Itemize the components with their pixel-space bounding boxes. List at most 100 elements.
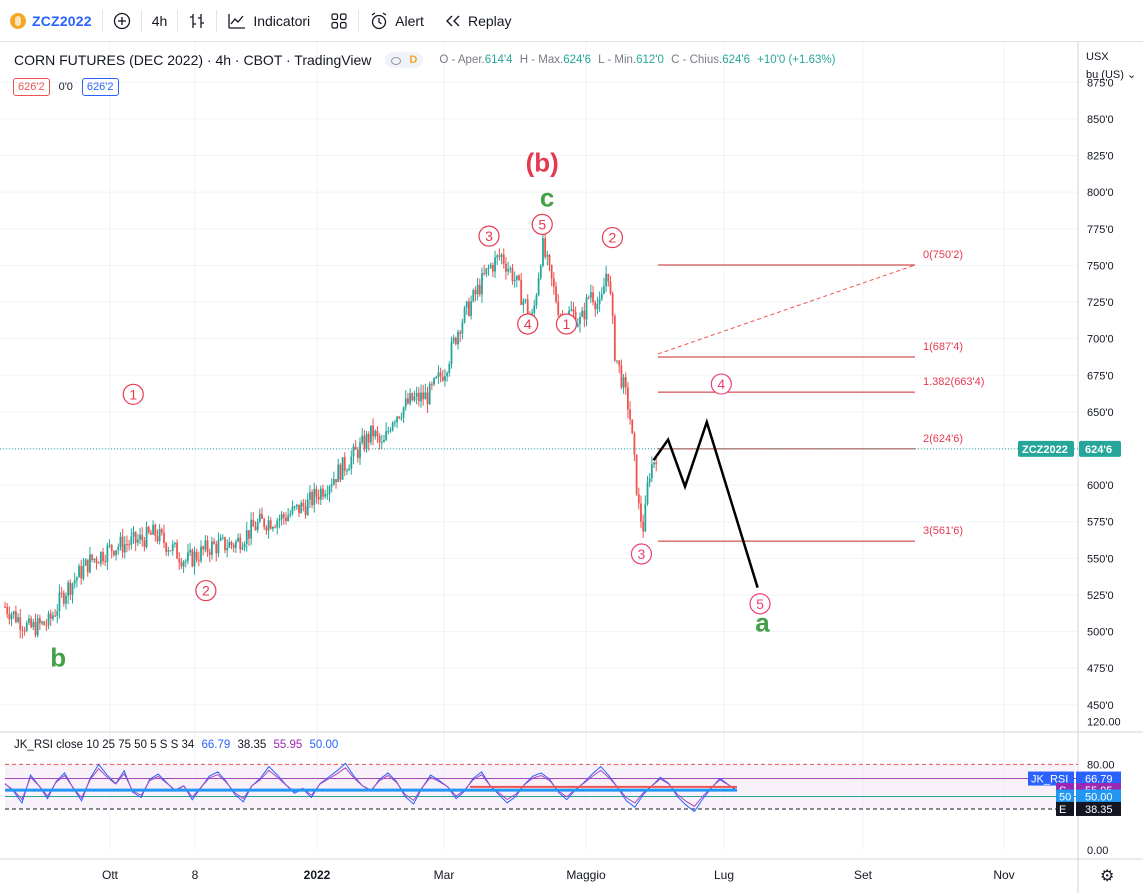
candle-body: [274, 527, 276, 529]
candle-body: [611, 293, 614, 316]
candle-body: [627, 387, 629, 410]
candle-body: [339, 464, 342, 480]
candle-body: [136, 539, 139, 543]
candle-body: [200, 546, 202, 561]
buy-price-box[interactable]: 626'2: [81, 78, 119, 96]
candle-body: [193, 551, 196, 567]
toolbar-divider: [358, 9, 360, 32]
candle-body: [147, 527, 150, 533]
rsi-tag-value: 38.35: [1085, 804, 1113, 816]
time-axis-label: 2022: [304, 868, 331, 882]
indicators-icon: [228, 13, 246, 29]
candle-body: [398, 416, 401, 418]
sell-price-box[interactable]: 626'2: [13, 78, 50, 96]
visibility-toggle[interactable]: D: [385, 52, 424, 68]
settings-gear-icon[interactable]: ⚙: [1100, 868, 1115, 885]
candle-body: [476, 284, 479, 295]
candle-body: [376, 431, 379, 436]
candle-body: [276, 520, 279, 528]
candle-body: [191, 549, 194, 567]
candle-body: [19, 617, 22, 630]
layout-button[interactable]: [320, 0, 358, 42]
price-tick-label: 800'0: [1087, 187, 1114, 199]
candle-body: [319, 488, 322, 500]
candle-body: [391, 422, 394, 431]
candle-body: [511, 268, 514, 282]
currency-unit-selector[interactable]: USX bu (US) ⌄: [1086, 48, 1136, 84]
candle-body: [407, 398, 409, 404]
interval-button[interactable]: 4h: [142, 0, 178, 42]
candle-body: [56, 610, 59, 616]
candle-body: [34, 621, 37, 636]
candle-body: [648, 478, 651, 483]
candle-body: [430, 383, 433, 385]
candle-body: [592, 292, 594, 303]
candle-body: [352, 446, 355, 457]
candle-body: [346, 470, 348, 472]
candle-body: [110, 544, 113, 551]
wave-circle: [555, 313, 578, 335]
candle-body: [594, 302, 597, 310]
fib-trend-line: [657, 264, 916, 355]
wave-circle: [601, 226, 624, 249]
candle-body: [78, 566, 80, 578]
candle-body: [531, 313, 533, 315]
rsi-tag-name: 50: [1059, 792, 1071, 804]
candle-body: [605, 273, 608, 287]
candle-body: [219, 537, 222, 541]
candle-body: [363, 435, 366, 450]
candle-body: [370, 425, 372, 443]
candle-body: [437, 372, 440, 377]
change-value: +10'0 (+1.63%): [757, 54, 836, 66]
candle-body: [570, 309, 573, 311]
candle-body: [62, 592, 65, 604]
candle-body: [282, 514, 285, 518]
candle-body: [304, 506, 307, 516]
candle-body: [126, 544, 128, 546]
candle-body: [215, 543, 218, 554]
candle-body: [322, 488, 324, 497]
price-tick-label: 450'0: [1087, 700, 1114, 712]
candle-body: [616, 360, 618, 362]
candle-body: [515, 275, 518, 280]
candle-body: [441, 376, 444, 381]
wave-label: 3: [638, 546, 646, 562]
wave-letter-label: a: [755, 607, 770, 637]
bar-style-button[interactable]: [178, 0, 216, 42]
indicators-button[interactable]: Indicatori: [217, 0, 320, 42]
replay-button[interactable]: Replay: [434, 0, 522, 42]
candle-body: [465, 301, 468, 308]
candle-body: [542, 238, 544, 266]
candle-body: [450, 341, 453, 365]
candle-body: [557, 301, 560, 315]
symbol-selector[interactable]: ZCZ2022: [0, 0, 102, 42]
wave-label: 5: [538, 216, 546, 232]
candle-body: [23, 630, 26, 632]
candle-body: [45, 625, 48, 627]
candle-body: [518, 275, 520, 280]
candle-body: [4, 606, 6, 608]
chart-title: CORN FUTURES (DEC 2022) · 4h · CBOT · Tr…: [14, 52, 372, 68]
alert-button[interactable]: Alert: [359, 0, 434, 42]
candle-body: [271, 527, 274, 529]
candle-body: [572, 309, 575, 312]
candle-body: [587, 297, 590, 299]
time-axis-label: Set: [854, 868, 873, 882]
chart-canvas[interactable]: 875'0850'0825'0800'0775'0750'0725'0700'0…: [0, 42, 1143, 893]
candle-body: [635, 454, 638, 495]
candle-body: [609, 281, 612, 294]
candle-body: [106, 545, 109, 562]
candle-body: [579, 316, 581, 325]
rsi-value-4: 50.00: [309, 739, 339, 751]
candle-body: [176, 542, 178, 559]
price-tick-label: 825'0: [1087, 151, 1114, 163]
candle-body: [603, 286, 605, 294]
candle-body: [629, 409, 631, 420]
candle-body: [54, 615, 56, 617]
low-value: 612'0: [636, 54, 664, 66]
compare-symbol-button[interactable]: [103, 0, 141, 42]
rsi-tag-value-bg: [1076, 771, 1121, 786]
rsi-tag-name-bg: [1056, 801, 1074, 816]
candle-body: [494, 257, 496, 272]
close-value: 624'6: [722, 54, 750, 66]
